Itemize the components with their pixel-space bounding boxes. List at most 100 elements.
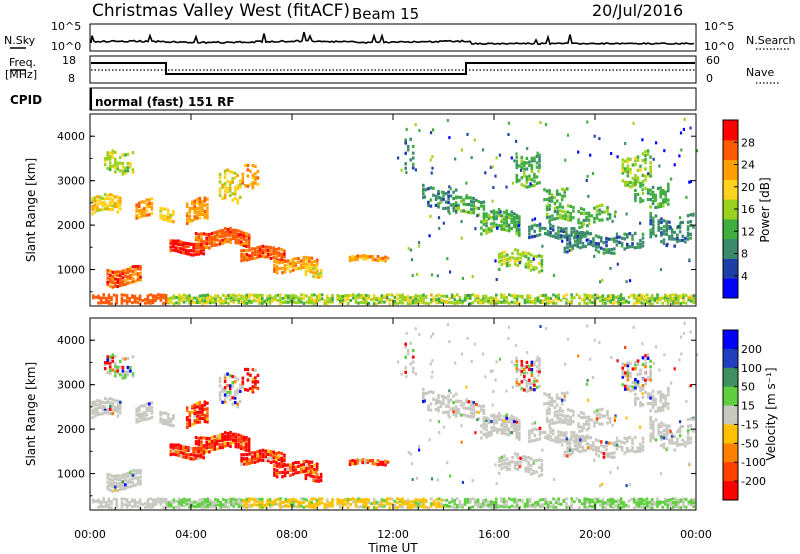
velocity-cell bbox=[384, 459, 387, 463]
velocity-cell-near bbox=[422, 499, 425, 503]
velocity-cell bbox=[584, 438, 587, 442]
velocity-cell bbox=[480, 430, 483, 434]
velocity-cell bbox=[607, 454, 611, 458]
velocity-speckle bbox=[547, 407, 550, 411]
y-tick-label: 3000 bbox=[57, 175, 85, 188]
velocity-cell bbox=[518, 425, 521, 429]
velocity-cell-near bbox=[388, 506, 391, 510]
velocity-cell bbox=[621, 366, 625, 370]
velocity-cell-near bbox=[461, 503, 464, 507]
velocity-cell-near bbox=[380, 500, 384, 504]
power-cell-near bbox=[331, 294, 334, 297]
power-cell bbox=[248, 248, 251, 252]
power-cell bbox=[475, 206, 478, 210]
power-cell bbox=[126, 161, 130, 166]
velocity-cell bbox=[487, 431, 491, 435]
velocity-cell bbox=[585, 422, 588, 426]
power-cell-near bbox=[227, 296, 230, 300]
power-cell-near bbox=[664, 298, 667, 302]
velocity-cell-near bbox=[430, 504, 433, 508]
power-cell bbox=[234, 234, 238, 239]
power-cell bbox=[179, 250, 183, 254]
power-cell bbox=[502, 210, 506, 215]
velocity-cell bbox=[193, 405, 197, 409]
velocity-cell-near bbox=[365, 497, 368, 501]
power-cell bbox=[228, 170, 232, 174]
power-cell bbox=[106, 157, 109, 161]
power-speckle bbox=[625, 212, 628, 216]
power-cell-near bbox=[419, 294, 423, 298]
power-cell-near bbox=[222, 293, 225, 297]
velocity-cell-near bbox=[391, 497, 394, 501]
power-cell bbox=[240, 255, 243, 259]
power-cell bbox=[216, 230, 219, 234]
power-cell bbox=[528, 235, 531, 240]
velocity-cell bbox=[651, 403, 655, 407]
x-tick-label: 12:00 bbox=[377, 528, 409, 541]
velocity-cell-near bbox=[435, 498, 438, 502]
power-speckle bbox=[414, 123, 417, 127]
power-cell-near bbox=[198, 298, 202, 302]
power-cell bbox=[447, 209, 450, 213]
velocity-cell bbox=[256, 373, 260, 377]
power-cell bbox=[576, 242, 580, 246]
power-cell bbox=[96, 203, 99, 207]
power-cell-near bbox=[489, 301, 493, 305]
power-cell-near bbox=[560, 298, 563, 302]
velocity-cell bbox=[521, 457, 525, 462]
power-cell bbox=[646, 173, 650, 177]
power-cell bbox=[535, 154, 539, 158]
velocity-cell bbox=[649, 409, 652, 413]
power-cell bbox=[196, 210, 199, 214]
power-cell bbox=[595, 213, 599, 217]
power-cell bbox=[597, 245, 600, 249]
power-cell-near bbox=[216, 294, 220, 298]
velocity-cell bbox=[598, 422, 601, 426]
velocity-cell-near bbox=[669, 500, 672, 504]
velocity-cell bbox=[515, 384, 519, 388]
velocity-speckle bbox=[452, 413, 455, 417]
power-cell bbox=[550, 193, 554, 197]
velocity-cell bbox=[582, 412, 586, 416]
velocity-cell bbox=[551, 421, 554, 425]
power-cell bbox=[280, 255, 283, 259]
velocity-cell-near bbox=[105, 503, 108, 507]
power-cell bbox=[454, 210, 458, 214]
power-cell bbox=[234, 241, 238, 245]
power-cell bbox=[626, 160, 630, 164]
power-cell-near bbox=[604, 297, 607, 301]
power-cell bbox=[649, 165, 652, 169]
power-cell bbox=[487, 214, 491, 218]
velocity-cell-near bbox=[645, 503, 649, 507]
velocity-cell bbox=[208, 450, 211, 454]
power-cell bbox=[500, 227, 503, 231]
power-colorbar-segment bbox=[723, 199, 738, 220]
velocity-cell bbox=[533, 360, 536, 364]
power-cell bbox=[593, 220, 596, 224]
velocity-cell bbox=[182, 455, 185, 459]
power-cell bbox=[592, 237, 595, 241]
power-cell-near bbox=[570, 296, 573, 300]
velocity-cell bbox=[159, 417, 162, 421]
power-cell bbox=[172, 210, 175, 214]
velocity-speckle bbox=[639, 425, 642, 429]
velocity-cell bbox=[254, 380, 257, 384]
velocity-cell bbox=[500, 428, 503, 432]
velocity-cell bbox=[659, 393, 662, 398]
velocity-cell-near bbox=[201, 498, 204, 501]
velocity-cell bbox=[185, 416, 189, 420]
power-cell-near bbox=[601, 294, 605, 298]
velocity-cell-near bbox=[211, 504, 215, 508]
power-cell bbox=[114, 284, 117, 288]
power-cell-near bbox=[690, 294, 693, 298]
velocity-cell bbox=[135, 410, 138, 414]
power-cell bbox=[201, 200, 204, 204]
power-cell-near bbox=[484, 294, 488, 298]
velocity-cell-near bbox=[583, 502, 586, 506]
velocity-cell bbox=[193, 415, 197, 419]
velocity-cell bbox=[569, 408, 572, 412]
velocity-cell bbox=[528, 364, 531, 368]
power-cell bbox=[437, 191, 440, 196]
power-cell bbox=[139, 275, 142, 279]
power-cell-near bbox=[250, 293, 254, 297]
